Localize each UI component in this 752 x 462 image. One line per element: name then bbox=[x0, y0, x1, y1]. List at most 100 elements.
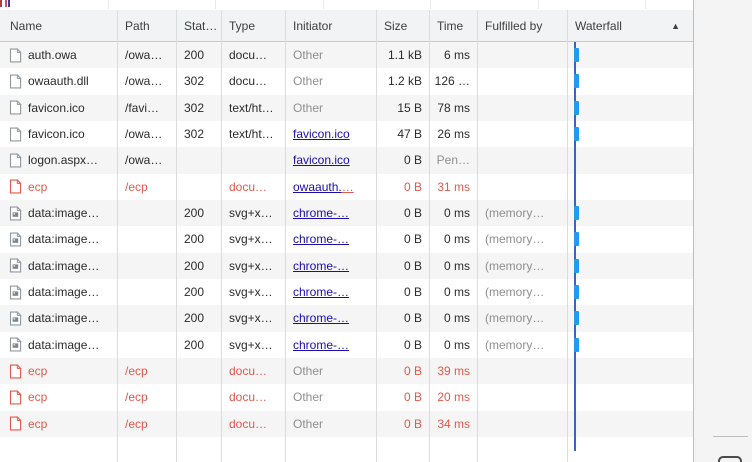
size-cell-text: 1.1 kB bbox=[387, 48, 422, 63]
request-row[interactable]: ecp/ecp docu… owaauth.… 0 B 31 ms bbox=[0, 174, 693, 200]
request-row[interactable]: favicon.ico/favi… 302 text/ht… Other 15 B 78 … bbox=[0, 94, 693, 121]
request-row[interactable]: favicon.ico/owa… 302 text/ht… favicon.ico 47… bbox=[0, 121, 693, 147]
size-cell-text: 47 B bbox=[397, 127, 422, 142]
initiator-cell: Other bbox=[285, 384, 376, 410]
request-row[interactable]: data:image… 200 svg+x… chrome-… 0 B 0 ms (memo… bbox=[0, 332, 693, 358]
initiator-cell: Other bbox=[285, 411, 376, 437]
status-cell bbox=[176, 411, 221, 437]
request-row[interactable]: logon.aspx… /owa… favicon.ico 0 B Pen… bbox=[0, 147, 693, 174]
status-cell-text: 200 bbox=[184, 48, 205, 63]
size-cell: 1.1 kB bbox=[376, 42, 429, 68]
column-header-status[interactable]: Stat… bbox=[176, 10, 221, 41]
initiator-link[interactable]: chrome-… bbox=[293, 206, 350, 221]
initiator-cell: chrome-… bbox=[285, 332, 376, 358]
initiator-cell: Other bbox=[285, 68, 376, 94]
request-row[interactable]: ecp/ecp docu… Other 0 B 34 ms bbox=[0, 410, 693, 437]
name-cell: data:image… bbox=[0, 200, 117, 226]
type-cell: docu… bbox=[221, 411, 285, 437]
waterfall-cell bbox=[567, 305, 693, 331]
status-cell: 200 bbox=[176, 226, 221, 252]
initiator-link[interactable]: chrome-… bbox=[293, 285, 350, 300]
request-row[interactable]: ecp/ecp docu… Other 0 B 39 ms bbox=[0, 357, 693, 385]
initiator-link[interactable]: favicon.ico bbox=[293, 153, 350, 168]
toolbar-divider bbox=[645, 0, 646, 9]
file-icon bbox=[9, 152, 22, 168]
status-cell-text: 200 bbox=[184, 206, 205, 221]
waterfall-bar bbox=[574, 100, 579, 115]
type-cell-text: docu… bbox=[229, 416, 268, 431]
file-icon bbox=[9, 416, 22, 431]
type-cell: docu… bbox=[221, 174, 285, 200]
partial-icon[interactable] bbox=[718, 456, 742, 462]
column-header-name[interactable]: Name bbox=[0, 10, 117, 41]
waterfall-cell bbox=[567, 200, 693, 226]
column-label: Size bbox=[384, 18, 408, 33]
waterfall-bar bbox=[574, 337, 579, 352]
initiator-link[interactable]: favicon.ico bbox=[293, 127, 350, 142]
fulfilled-cell-text: (memory… bbox=[485, 258, 545, 273]
column-header-path[interactable]: Path bbox=[117, 10, 176, 41]
column-label: Name bbox=[10, 18, 43, 33]
initiator-suffix: … bbox=[341, 179, 354, 194]
initiator-link[interactable]: owaauth. bbox=[293, 179, 342, 194]
fulfilled-cell-text: (memory… bbox=[485, 285, 545, 300]
time-cell: 0 ms bbox=[429, 332, 477, 358]
initiator-link[interactable]: chrome-… bbox=[293, 337, 350, 352]
name-cell: ecp bbox=[0, 411, 117, 437]
initiator-link[interactable]: chrome-… bbox=[293, 258, 350, 273]
type-cell-text: docu… bbox=[229, 48, 268, 63]
type-cell-text: docu… bbox=[229, 74, 268, 89]
fulfilled-cell: (memory… bbox=[477, 279, 567, 305]
request-row[interactable]: owaauth.dll/owa… 302 docu… Other 1.2 kB 126 … bbox=[0, 68, 693, 94]
toolbar-bottom-edge bbox=[0, 0, 693, 10]
request-row[interactable]: ecp/ecp docu… Other 0 B 20 ms bbox=[0, 384, 693, 410]
fulfilled-cell bbox=[477, 411, 567, 437]
request-row[interactable]: auth.owa/owa… 200 docu… Other 1.1 kB 6 ms bbox=[0, 42, 693, 69]
red-mark bbox=[5, 0, 7, 7]
time-cell: 31 ms bbox=[429, 174, 477, 200]
type-cell: svg+x… bbox=[221, 305, 285, 331]
column-header-initiator[interactable]: Initiator bbox=[285, 10, 376, 41]
fulfilled-cell-text: (memory… bbox=[485, 232, 545, 247]
size-cell-text: 15 B bbox=[397, 100, 422, 115]
request-name: ecp bbox=[28, 364, 48, 379]
initiator-cell: chrome-… bbox=[285, 305, 376, 331]
path-cell-text: /ecp bbox=[125, 179, 148, 194]
request-row[interactable]: data:image… 200 svg+x… chrome-… 0 B 0 ms (memo… bbox=[0, 226, 693, 252]
toolbar-divider bbox=[538, 0, 539, 9]
status-cell: 200 bbox=[176, 253, 221, 279]
initiator-link[interactable]: chrome-… bbox=[293, 311, 350, 326]
size-cell-text: 0 B bbox=[403, 285, 422, 300]
file-icon bbox=[9, 47, 22, 63]
initiator-cell: favicon.ico bbox=[285, 121, 376, 147]
path-cell bbox=[117, 279, 176, 305]
path-cell: /ecp bbox=[117, 174, 176, 200]
column-label: Time bbox=[437, 18, 464, 33]
waterfall-bar bbox=[574, 48, 579, 63]
request-row[interactable]: data:image… 200 svg+x… chrome-… 0 B 0 ms (memo… bbox=[0, 279, 693, 305]
initiator-text: Other bbox=[293, 364, 324, 379]
initiator-cell: chrome-… bbox=[285, 253, 376, 279]
request-row[interactable]: data:image… 200 svg+x… chrome-… 0 B 0 ms (memo… bbox=[0, 252, 693, 279]
waterfall-cell bbox=[567, 42, 693, 68]
initiator-link[interactable]: chrome-… bbox=[293, 232, 350, 247]
initiator-text: Other bbox=[293, 416, 324, 431]
column-header-size[interactable]: Size bbox=[376, 10, 429, 41]
status-cell-text: 200 bbox=[184, 258, 205, 273]
request-row[interactable]: data:image… 200 svg+x… chrome-… 0 B 0 ms (memo… bbox=[0, 305, 693, 332]
request-name: owaauth.dll bbox=[28, 74, 89, 89]
time-cell-text: 0 ms bbox=[443, 311, 470, 326]
column-header-time[interactable]: Time bbox=[429, 10, 477, 41]
type-cell-text: text/ht… bbox=[229, 127, 274, 142]
initiator-cell: Other bbox=[285, 42, 376, 68]
name-cell: data:image… bbox=[0, 305, 117, 331]
column-header-waterfall[interactable]: Waterfall ▲ bbox=[567, 10, 693, 41]
status-cell: 302 bbox=[176, 68, 221, 94]
size-cell-text: 0 B bbox=[403, 153, 422, 168]
status-cell bbox=[176, 358, 221, 384]
column-header-type[interactable]: Type bbox=[221, 10, 285, 41]
fulfilled-cell bbox=[477, 95, 567, 121]
column-header-fulfilled-by[interactable]: Fulfilled by bbox=[477, 10, 567, 41]
request-row[interactable]: data:image… 200 svg+x… chrome-… 0 B 0 ms (memo… bbox=[0, 199, 693, 227]
